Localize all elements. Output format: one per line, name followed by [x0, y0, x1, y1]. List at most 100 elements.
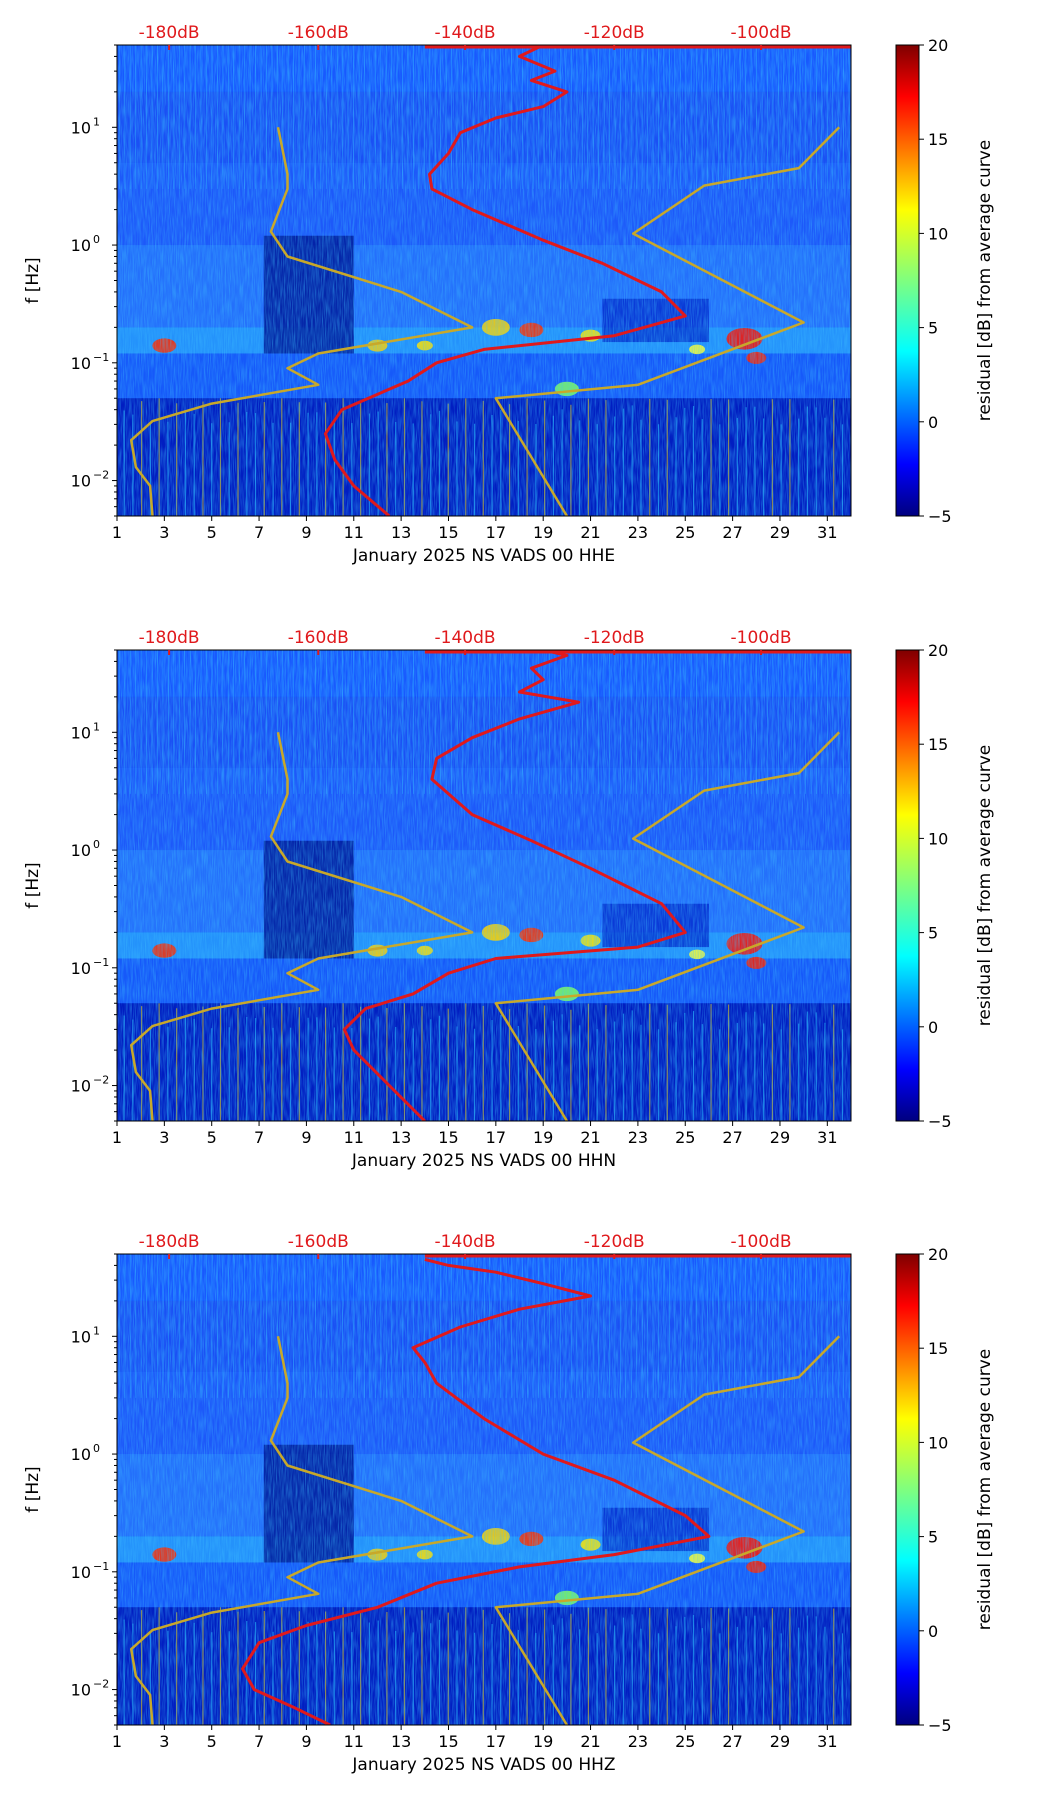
- x-tick-label: 5: [207, 1732, 217, 1751]
- x-tick-label: 11: [344, 523, 364, 542]
- x-tick-label: 3: [159, 1128, 169, 1147]
- spectrogram-image: [117, 1254, 851, 1725]
- x-tick-label: 23: [628, 1732, 648, 1751]
- x-tick-label: 9: [301, 1732, 311, 1751]
- top-db-label: -120dB: [584, 23, 645, 43]
- x-tick-label: 5: [207, 523, 217, 542]
- x-tick-label: 13: [391, 523, 411, 542]
- series-curve-average: [323, 45, 687, 516]
- y-axis-label: f [Hz]: [23, 862, 43, 908]
- x-tick-label: 21: [580, 1732, 600, 1751]
- x-tick-label: 11: [344, 1128, 364, 1147]
- series-curve-model-2: [494, 1335, 841, 1725]
- y-tick-exponent: −1: [93, 956, 109, 969]
- x-tick-label: 21: [580, 1128, 600, 1147]
- colorbar-tick-label: −5: [928, 1112, 952, 1131]
- colorbar-tick-label: 0: [928, 1018, 938, 1037]
- top-db-label: -140dB: [435, 23, 496, 43]
- colorbar: [895, 649, 920, 1122]
- top-db-label: -100dB: [731, 23, 792, 43]
- x-tick-label: 29: [770, 1128, 790, 1147]
- y-tick-exponent: 1: [93, 1324, 100, 1337]
- colorbar-tick-label: 15: [928, 130, 948, 149]
- y-tick-label: 10: [71, 1681, 91, 1700]
- x-tick-label: 29: [770, 523, 790, 542]
- y-tick-label: 10: [71, 1327, 91, 1346]
- y-tick-label: 10: [71, 841, 91, 860]
- x-tick-label: 9: [301, 523, 311, 542]
- y-tick-label: 10: [71, 354, 91, 373]
- x-tick-label: 3: [159, 523, 169, 542]
- top-db-label: -160dB: [288, 1232, 349, 1252]
- colorbar-tick-label: 20: [928, 1245, 948, 1264]
- x-tick-label: 1: [112, 1128, 122, 1147]
- colorbar-tick-label: −5: [928, 507, 952, 526]
- top-db-label: -180dB: [139, 1232, 200, 1252]
- x-tick-label: 17: [486, 523, 506, 542]
- x-tick-label: 23: [628, 523, 648, 542]
- colorbar-tick-label: 20: [928, 36, 948, 55]
- x-tick-label: 5: [207, 1128, 217, 1147]
- colorbar-label: residual [dB] from average curve: [975, 1349, 995, 1630]
- colorbar: [895, 44, 920, 517]
- x-tick-label: 7: [254, 523, 264, 542]
- y-tick-exponent: 0: [93, 1442, 100, 1455]
- y-tick-exponent: −2: [93, 1074, 109, 1087]
- y-tick-label: 10: [71, 472, 91, 491]
- colorbar: [895, 1253, 920, 1726]
- x-tick-label: 31: [817, 1128, 837, 1147]
- y-axis-label: f [Hz]: [23, 257, 43, 303]
- colorbar-tick-label: 0: [928, 413, 938, 432]
- y-tick-label: 10: [71, 236, 91, 255]
- spectrogram-image: [117, 45, 851, 516]
- x-tick-label: 7: [254, 1732, 264, 1751]
- y-tick-exponent: 1: [93, 720, 100, 733]
- x-axis-label: January 2025 NS VADS 00 HHN: [351, 1151, 616, 1171]
- x-axis-label: January 2025 NS VADS 00 HHZ: [351, 1755, 615, 1775]
- colorbar-tick-label: −5: [928, 1716, 952, 1735]
- colorbar-tick-label: 20: [928, 641, 948, 660]
- y-axis-label: f [Hz]: [23, 1466, 43, 1512]
- top-db-label: -160dB: [288, 628, 349, 648]
- series-curve-model-1: [129, 1336, 474, 1725]
- y-tick-label: 10: [71, 118, 91, 137]
- series-curve-model-2: [494, 126, 841, 516]
- colorbar-tick-label: 15: [928, 735, 948, 754]
- x-tick-label: 15: [438, 523, 458, 542]
- y-tick-exponent: −1: [93, 1560, 109, 1573]
- y-tick-label: 10: [71, 723, 91, 742]
- x-tick-label: 19: [533, 523, 553, 542]
- x-tick-label: 3: [159, 1732, 169, 1751]
- x-tick-label: 25: [675, 1128, 695, 1147]
- colorbar-tick-label: 10: [928, 829, 948, 848]
- x-tick-label: 17: [486, 1732, 506, 1751]
- top-db-label: -120dB: [584, 628, 645, 648]
- top-db-label: -100dB: [731, 628, 792, 648]
- series-curve-model-1: [129, 732, 474, 1121]
- top-db-label: -140dB: [435, 1232, 496, 1252]
- x-tick-label: 19: [533, 1732, 553, 1751]
- y-tick-exponent: 0: [93, 233, 100, 246]
- x-tick-label: 25: [675, 523, 695, 542]
- top-db-label: -180dB: [139, 628, 200, 648]
- x-tick-label: 17: [486, 1128, 506, 1147]
- x-tick-label: 13: [391, 1128, 411, 1147]
- y-tick-label: 10: [71, 959, 91, 978]
- x-tick-label: 9: [301, 1128, 311, 1147]
- x-tick-label: 31: [817, 523, 837, 542]
- x-tick-label: 27: [722, 1128, 742, 1147]
- colorbar-label: residual [dB] from average curve: [975, 140, 995, 421]
- colorbar-tick-label: 0: [928, 1622, 938, 1641]
- y-tick-label: 10: [71, 1445, 91, 1464]
- x-tick-label: 27: [722, 523, 742, 542]
- top-db-label: -140dB: [435, 628, 496, 648]
- series-curve-average: [342, 650, 687, 1121]
- series-curve-average: [241, 1257, 711, 1725]
- y-tick-label: 10: [71, 1077, 91, 1096]
- colorbar-tick-label: 10: [928, 1433, 948, 1452]
- top-db-label: -100dB: [731, 1232, 792, 1252]
